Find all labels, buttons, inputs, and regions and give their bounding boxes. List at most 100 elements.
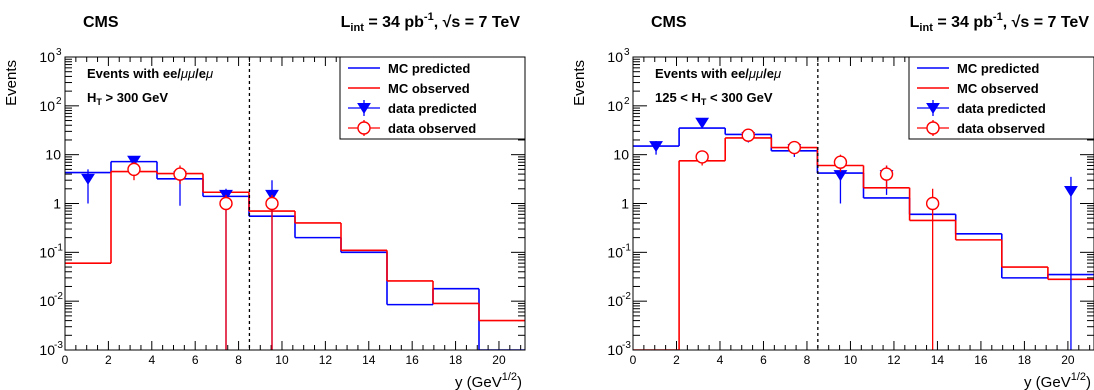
y-tick-label-exponent: -2 [622,291,631,302]
legend-circle-swatch [926,121,940,135]
data-point-circle [741,128,755,142]
x-axis-label: y (GeV1/2) [455,371,522,390]
x-tick-label: 14 [362,353,376,367]
x-tick-label: 10 [844,353,858,367]
y-tick-label-exponent: -3 [54,340,63,351]
legend-triangle-swatch [357,103,371,115]
y-tick-label-exponent: 2 [56,96,62,107]
legend-label: MC observed [388,81,470,96]
experiment-label: CMS [651,14,687,31]
x-tick-label: 12 [319,353,333,367]
legend: MC predicted MC observed data predicted dat… [908,56,1094,140]
legend-circle-swatch [357,121,371,135]
x-tick-label: 18 [1018,353,1032,367]
y-axis-label: Events [3,60,20,106]
y-tick-label: 10 [39,342,55,358]
y-tick-label-exponent: -1 [622,242,631,253]
data-point-triangle [649,141,663,153]
y-tick-label: 10 [607,98,623,114]
x-tick-label: 0 [630,353,637,367]
legend-triangle-swatch [926,103,940,115]
y-tick-label: 10 [607,244,623,260]
left-chart-panel: CMS Lint = 34 pb-1, √s = 7 TeV Events y (Ge… [3,11,526,390]
series-data-observed [127,162,279,350]
data-point-circle [219,196,233,211]
data-point-circle [695,150,709,164]
y-tick-label-exponent: -2 [54,291,63,302]
x-tick-label: 6 [760,353,767,367]
y-tick-label: 10 [39,244,55,260]
x-tick-label: 10 [275,353,289,367]
luminosity-label: Lint = 34 pb-1, √s = 7 TeV [910,11,1090,34]
x-tick-label: 14 [931,353,945,367]
y-tick-label: 10 [39,98,55,114]
legend-label: MC predicted [957,61,1039,76]
series-data-predicted [649,117,1078,350]
x-tick-label: 18 [449,353,463,367]
series-mc-observed [65,170,525,322]
x-tick-label: 8 [235,353,242,367]
x-tick-label: 2 [105,353,112,367]
x-tick-label: 4 [148,353,155,367]
data-point-triangle [833,170,848,182]
data-point-circle [173,167,187,181]
axis-ticks [632,57,1094,351]
data-point-triangle [1064,186,1078,198]
annotation-line: HT > 300 GeV [87,90,168,107]
y-tick-label: 10 [39,293,55,309]
data-point-circle [127,162,141,177]
y-tick-label: 10 [613,147,629,163]
x-axis-label: y (GeV1/2) [1024,371,1091,390]
x-tick-label: 16 [974,353,988,367]
series-mc-observed [633,137,1094,350]
annotation-line: Events with ee/μμ/eμ [87,66,213,81]
x-tick-label: 6 [192,353,199,367]
y-tick-label: 1 [53,196,61,212]
y-tick-label: 10 [607,49,623,65]
legend-label: data predicted [957,101,1046,116]
right-chart-panel: CMS Lint = 34 pb-1, √s = 7 TeV Events y (Ge… [571,11,1094,390]
x-tick-label: 12 [887,353,901,367]
x-tick-label: 0 [62,353,69,367]
data-point-circle [787,140,802,155]
x-tick-label: 20 [1061,353,1075,367]
plot-frame [64,56,526,351]
data-point-circle [265,196,279,211]
luminosity-label: Lint = 34 pb-1, √s = 7 TeV [341,11,521,34]
x-tick-label: 2 [673,353,680,367]
plot-content [633,117,1094,350]
experiment-label: CMS [83,14,119,31]
x-tick-label: 8 [804,353,811,367]
data-point-circle [833,155,848,169]
x-tick-label: 20 [492,353,506,367]
plot-content [65,155,525,350]
series-mc-predicted [65,160,525,350]
legend: MC predicted MC observed data predicted dat… [339,56,526,140]
y-axis-label: Events [571,60,588,106]
legend-label: data observed [957,121,1045,136]
annotation-line: 125 < HT < 300 GeV [655,90,773,107]
y-tick-label: 10 [39,49,55,65]
legend-label: MC observed [957,81,1039,96]
data-point-triangle [127,155,141,167]
y-tick-label-exponent: -3 [622,340,631,351]
y-tick-label: 1 [621,196,629,212]
legend-box [339,56,526,140]
legend-label: data observed [388,121,476,136]
plot-frame [632,56,1094,351]
y-tick-label: 10 [45,147,61,163]
data-point-triangle [695,117,710,129]
data-point-circle [925,196,940,211]
y-tick-label: 10 [607,293,623,309]
y-tick-label-exponent: 2 [624,96,630,107]
x-tick-label: 4 [717,353,724,367]
series-data-observed [695,128,940,350]
y-tick-label-exponent: 3 [624,47,630,58]
y-tick-label-exponent: 3 [56,47,62,58]
y-tick-label-exponent: -1 [54,242,63,253]
legend-label: MC predicted [388,61,470,76]
data-point-circle [879,167,894,181]
legend-box [908,56,1094,140]
annotation-line: Events with ee/μμ/eμ [655,66,781,81]
y-tick-label: 10 [607,342,623,358]
